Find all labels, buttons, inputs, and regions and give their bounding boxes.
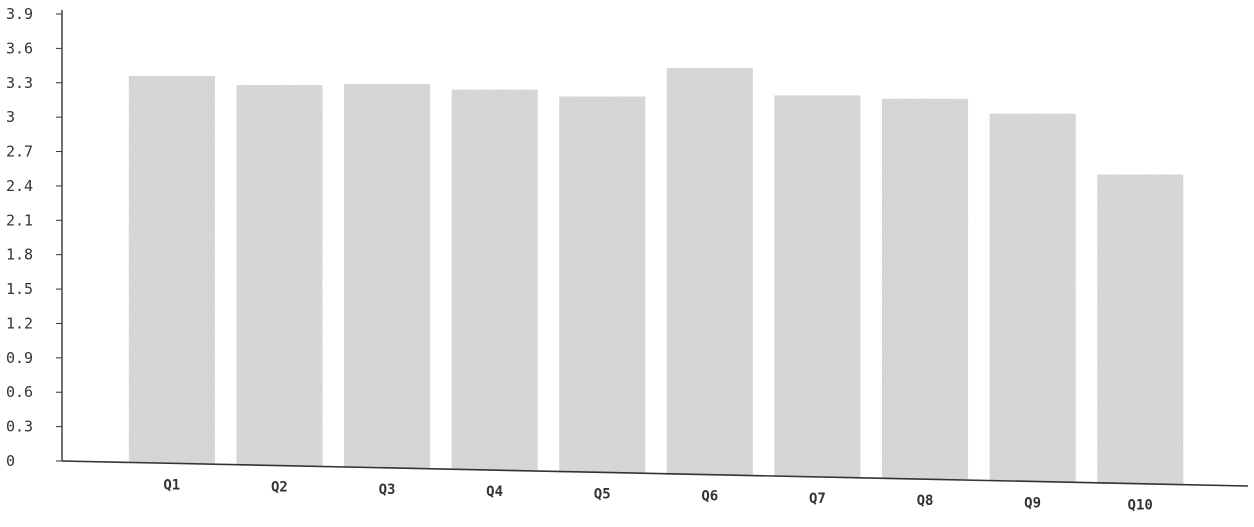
x-tick-label: Q6	[701, 489, 718, 505]
bar-q3	[344, 83, 431, 468]
y-tick-label: 0.6	[6, 383, 33, 401]
y-tick-label: 2.1	[6, 211, 33, 229]
x-ticks-group: Q1 Q2 Q3 Q4 Q5 Q6 Q7 Q8 Q9 Q10	[163, 477, 1152, 513]
y-tick-label: 0.3	[6, 418, 33, 436]
y-tick-label: 3.3	[6, 74, 33, 92]
bar-q4	[451, 89, 538, 471]
y-tick-label: 2.4	[6, 177, 33, 195]
y-tick-label: 3	[6, 108, 15, 126]
bar-q5	[559, 96, 646, 473]
axes-group	[61, 10, 1249, 487]
y-tick-label: 2.7	[6, 143, 33, 161]
bar-q9	[989, 113, 1076, 482]
y-tick-label: 1.5	[6, 280, 33, 298]
x-tick-label: Q5	[594, 486, 611, 502]
x-tick-label: Q2	[271, 480, 288, 496]
bar-q1	[128, 75, 215, 464]
x-tick-label: Q10	[1128, 498, 1153, 514]
y-tick-label: 3.6	[6, 39, 33, 57]
x-tick-label: Q8	[917, 493, 934, 509]
y-tick-label: 0	[6, 452, 15, 470]
x-tick-label: Q1	[163, 477, 180, 493]
y-tick-label: 3.9	[6, 5, 33, 23]
x-tick-label: Q9	[1024, 496, 1041, 512]
bar-q7	[774, 95, 861, 477]
x-tick-label: Q4	[486, 484, 503, 500]
x-tick-label: Q7	[809, 491, 826, 507]
y-tick-label: 1.2	[6, 314, 33, 332]
x-tick-label: Q3	[379, 482, 396, 498]
x-axis-line	[61, 460, 1249, 487]
y-ticks-group: 0 0.3 0.6 0.9 1.2 1.5 1.8 2.1 2.4 2.7 3 3.3 3.6 3.9	[6, 5, 62, 470]
bar-q8	[882, 98, 969, 480]
bars-group	[128, 67, 1184, 484]
bar-q6	[666, 67, 753, 475]
bar-q2	[236, 85, 323, 466]
y-tick-label: 0.9	[6, 349, 33, 367]
y-tick-label: 1.8	[6, 246, 33, 264]
bar-q10	[1097, 174, 1184, 484]
